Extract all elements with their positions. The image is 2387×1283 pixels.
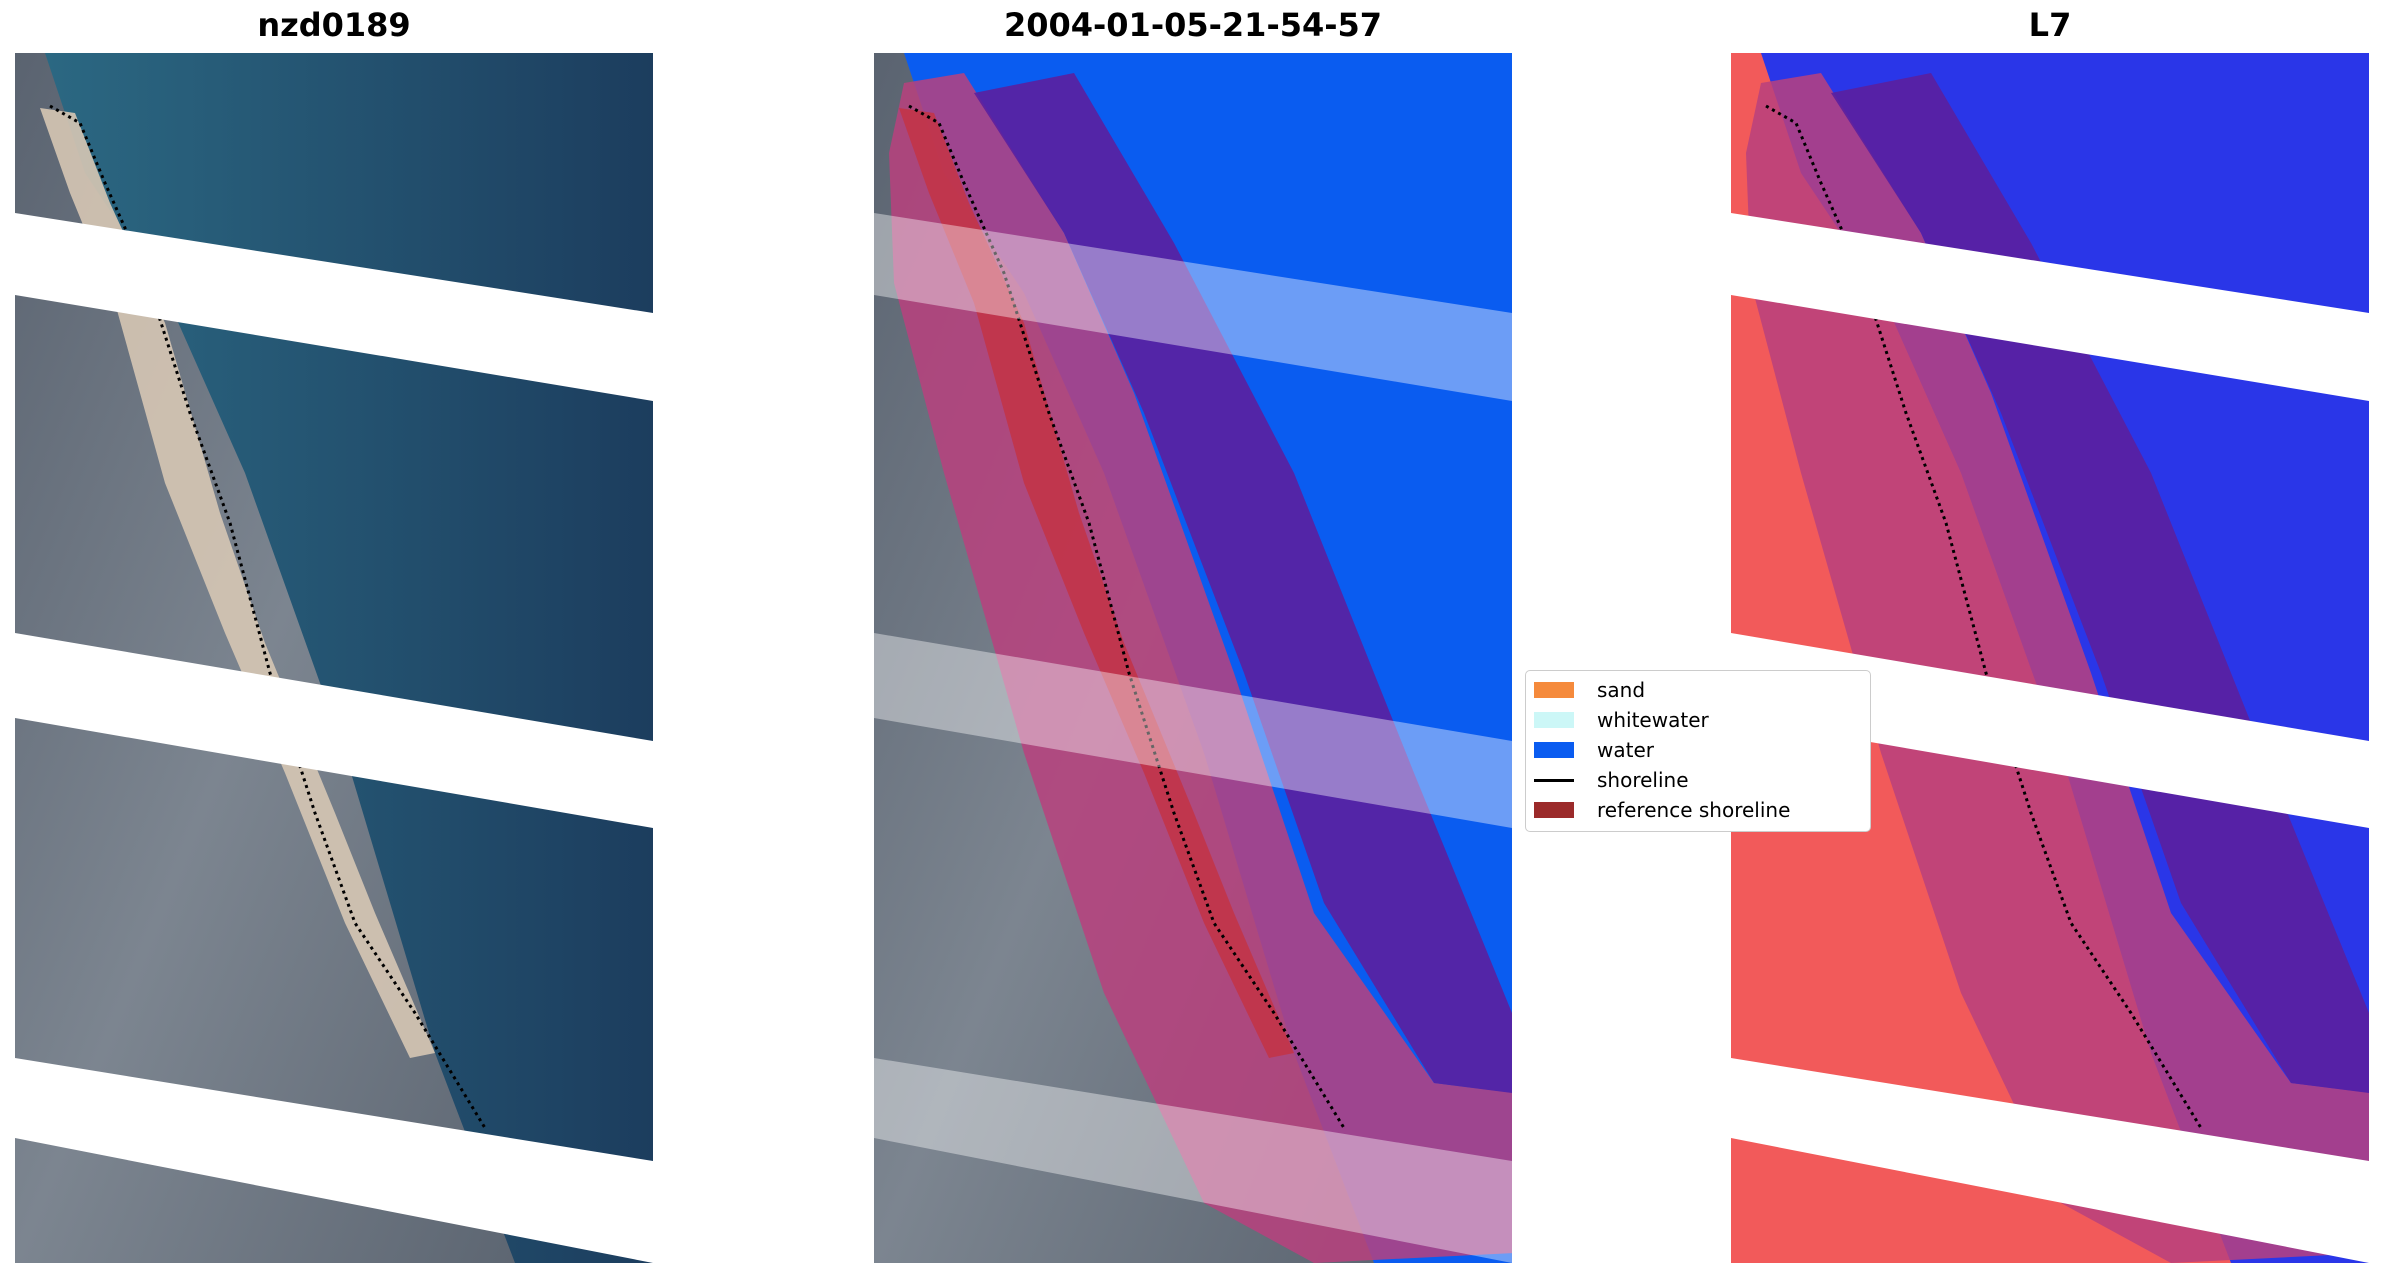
rgb-image — [15, 53, 653, 1263]
legend-item-water: water — [1534, 735, 1654, 765]
scan-gap — [15, 1058, 653, 1263]
scan-gap — [1731, 213, 2369, 401]
legend-label: shoreline — [1597, 768, 1689, 792]
legend-item-reference-shoreline: reference shoreline — [1534, 795, 1790, 825]
legend-line-shoreline — [1534, 778, 1574, 782]
sand-class — [899, 108, 1294, 1058]
scan-gap — [874, 1058, 1512, 1263]
scan-gap — [1731, 633, 2369, 828]
buffer-over-water — [974, 73, 1512, 1093]
panel-title-index: L7 — [2028, 6, 2072, 44]
legend-item-shoreline: shoreline — [1534, 765, 1689, 795]
scan-gap — [1731, 1058, 2369, 1263]
panel-title-rgb: nzd0189 — [257, 6, 411, 44]
scan-gap — [15, 213, 653, 401]
legend-swatch-reference-shoreline — [1534, 802, 1574, 818]
legend: sand whitewater water shoreline referenc… — [1525, 670, 1871, 832]
legend-label: water — [1597, 738, 1654, 762]
scan-gap — [874, 633, 1512, 828]
scan-gap — [874, 213, 1512, 401]
legend-swatch-water — [1534, 742, 1574, 758]
beach-sand — [40, 108, 435, 1058]
legend-item-whitewater: whitewater — [1534, 705, 1709, 735]
legend-label: whitewater — [1597, 708, 1709, 732]
legend-label: sand — [1597, 678, 1646, 702]
scan-gap — [15, 633, 653, 828]
detected-shoreline — [49, 104, 487, 1129]
legend-swatch-sand — [1534, 682, 1574, 698]
index-image — [1731, 53, 2369, 1263]
classified-image — [874, 53, 1512, 1263]
legend-swatch-whitewater — [1534, 712, 1574, 728]
reference-buffer — [889, 73, 1512, 1263]
reference-buffer — [1746, 73, 2369, 1263]
panel-title-classified: 2004-01-05-21-54-57 — [1003, 6, 1383, 44]
legend-label: reference shoreline — [1597, 798, 1791, 822]
detected-shoreline — [1765, 104, 2203, 1129]
legend-item-sand: sand — [1534, 675, 1645, 705]
detected-shoreline — [908, 104, 1346, 1129]
